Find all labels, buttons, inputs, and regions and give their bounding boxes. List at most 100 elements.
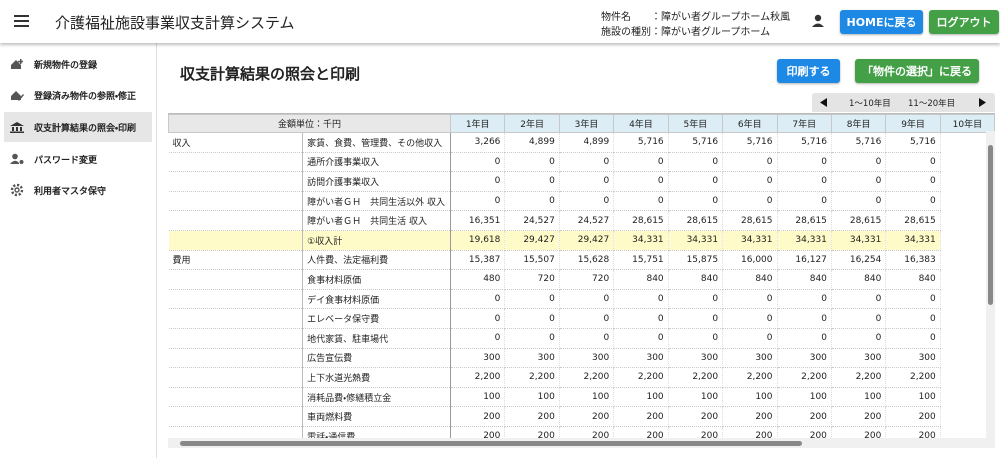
amount-cell: 16,000 — [722, 250, 778, 271]
amount-cell: 0 — [559, 289, 615, 310]
amount-cell: 0 — [668, 171, 724, 192]
amount-cell: 0 — [613, 308, 669, 329]
v-thumb[interactable] — [988, 145, 993, 305]
amount-cell: 0 — [722, 289, 778, 310]
table-row: 上下水道光熱費 2,200 2,200 2,200 2,200 2,200 2,200 2,2… — [168, 367, 995, 388]
table-row: デイ食事材料原価 0 0 0 0 0 0 0 0 0 — [168, 289, 995, 310]
category-cell — [168, 406, 303, 427]
amount-cell: 19,618 — [450, 230, 506, 251]
amount-cell: 28,615 — [722, 210, 778, 231]
category-cell — [168, 348, 303, 369]
amount-cell: 5,716 — [777, 132, 832, 153]
category-cell — [168, 152, 303, 173]
amount-cell: 34,331 — [613, 230, 669, 251]
amount-cell: 0 — [504, 171, 560, 192]
amount-cell: 0 — [831, 171, 887, 192]
print-button[interactable]: 印刷する — [777, 59, 840, 83]
amount-cell: 28,615 — [831, 210, 887, 231]
year-header: 8年目 — [830, 114, 887, 133]
nav-item[interactable]: パスワード変更 — [4, 144, 152, 174]
amount-cell: 0 — [885, 171, 941, 192]
category-cell — [168, 191, 303, 212]
table-row: 通所介護事業収入 0 0 0 0 0 0 0 0 0 — [168, 152, 995, 173]
result-table: 金額単位：千円 1年目 2年目 3年目 4年目 5年目 6年目 7年目 8年目 9年目 10年目 収入… — [168, 114, 995, 438]
category-cell — [168, 308, 303, 329]
amount-cell: 200 — [450, 406, 506, 427]
amount-cell: 200 — [668, 426, 724, 438]
back-button[interactable]: 「物件の選択」に戻る — [855, 59, 979, 83]
home-button[interactable]: HOMEに戻る — [840, 10, 923, 34]
nav-label: パスワード変更 — [34, 155, 98, 166]
amount-cell: 34,331 — [777, 230, 832, 251]
amount-cell: 0 — [504, 289, 560, 310]
amount-cell: 0 — [504, 152, 560, 173]
range-link[interactable]: 1〜10年目 — [849, 99, 891, 109]
amount-cell: 300 — [559, 348, 615, 369]
amount-cell: 300 — [668, 348, 724, 369]
amount-cell: 100 — [559, 387, 615, 408]
item-cell: 地代家賃、駐車場代 — [302, 328, 451, 349]
menu-icon[interactable] — [14, 14, 30, 28]
amount-cell: 0 — [668, 152, 724, 173]
nav-item[interactable]: 利用者マスタ保守 — [4, 175, 152, 205]
year-header: 2年目 — [504, 114, 560, 133]
year-header: 1年目 — [449, 114, 506, 133]
amount-cell: 5,716 — [885, 132, 941, 153]
amount-cell: 0 — [613, 152, 669, 173]
amount-cell: 0 — [885, 308, 941, 329]
category-cell — [168, 387, 303, 408]
amount-cell: 300 — [885, 348, 941, 369]
amount-cell: 100 — [777, 387, 832, 408]
item-cell: ①収入計 — [302, 230, 451, 251]
amount-cell: 0 — [777, 289, 832, 310]
amount-cell: 0 — [559, 171, 615, 192]
amount-cell: 3,266 — [450, 132, 506, 153]
h-thumb[interactable] — [180, 441, 802, 446]
amount-cell: 2,200 — [885, 367, 941, 388]
amount-cell: 200 — [559, 406, 615, 427]
amount-cell: 0 — [722, 308, 778, 329]
logout-button[interactable]: ログアウト — [929, 10, 999, 34]
amount-cell: 840 — [831, 269, 887, 290]
table-row: 収入 家賃、食費、管理費、その他収入 3,266 4,899 4,899 5,716 5,7… — [168, 132, 995, 153]
nav-item[interactable]: 収支計算結果の照会・印刷 — [4, 112, 152, 142]
next-icon[interactable] — [978, 98, 986, 107]
nav-item[interactable]: 登録済み物件の参照・修正 — [4, 80, 152, 110]
amount-cell: 15,628 — [559, 250, 615, 271]
range-link[interactable]: 11〜20年目 — [908, 99, 956, 109]
table-container: 金額単位：千円 1年目 2年目 3年目 4年目 5年目 6年目 7年目 8年目 9年目 10年目 収入… — [168, 113, 995, 438]
facility-type: 施設の種別：障がい者グループホーム — [601, 27, 771, 38]
pager: 1〜10年目 11〜20年目 — [812, 93, 995, 112]
item-cell: 通所介護事業収入 — [302, 152, 451, 173]
amount-cell: 300 — [831, 348, 887, 369]
year-header: 3年目 — [558, 114, 615, 133]
amount-cell: 720 — [504, 269, 560, 290]
amount-cell: 2,200 — [722, 367, 778, 388]
amount-cell: 0 — [450, 152, 506, 173]
prev-icon[interactable] — [820, 98, 828, 107]
amount-cell: 34,331 — [885, 230, 941, 251]
amount-cell: 0 — [613, 289, 669, 310]
item-cell: エレベータ保守費 — [302, 308, 451, 329]
category-cell — [168, 289, 303, 310]
nav-item[interactable]: 新規物件の登録 — [4, 49, 152, 79]
v-scrollbar[interactable] — [986, 131, 995, 438]
amount-cell: 2,200 — [450, 367, 506, 388]
amount-cell: 15,751 — [613, 250, 669, 271]
amount-cell: 0 — [722, 191, 778, 212]
amount-cell: 5,716 — [831, 132, 887, 153]
amount-cell: 0 — [831, 328, 887, 349]
amount-cell: 0 — [668, 289, 724, 310]
item-cell: 訪問介護事業収入 — [302, 171, 451, 192]
amount-cell: 0 — [613, 328, 669, 349]
user-icon[interactable] — [811, 14, 825, 28]
h-scrollbar[interactable] — [168, 438, 995, 448]
amount-cell: 16,254 — [831, 250, 887, 271]
amount-cell: 840 — [885, 269, 941, 290]
year-header: 9年目 — [885, 114, 941, 133]
amount-cell: 100 — [504, 387, 560, 408]
page-title: 収支計算結果の照会と印刷 — [180, 65, 361, 83]
year-header: 4年目 — [613, 114, 669, 133]
amount-cell: 16,127 — [777, 250, 832, 271]
